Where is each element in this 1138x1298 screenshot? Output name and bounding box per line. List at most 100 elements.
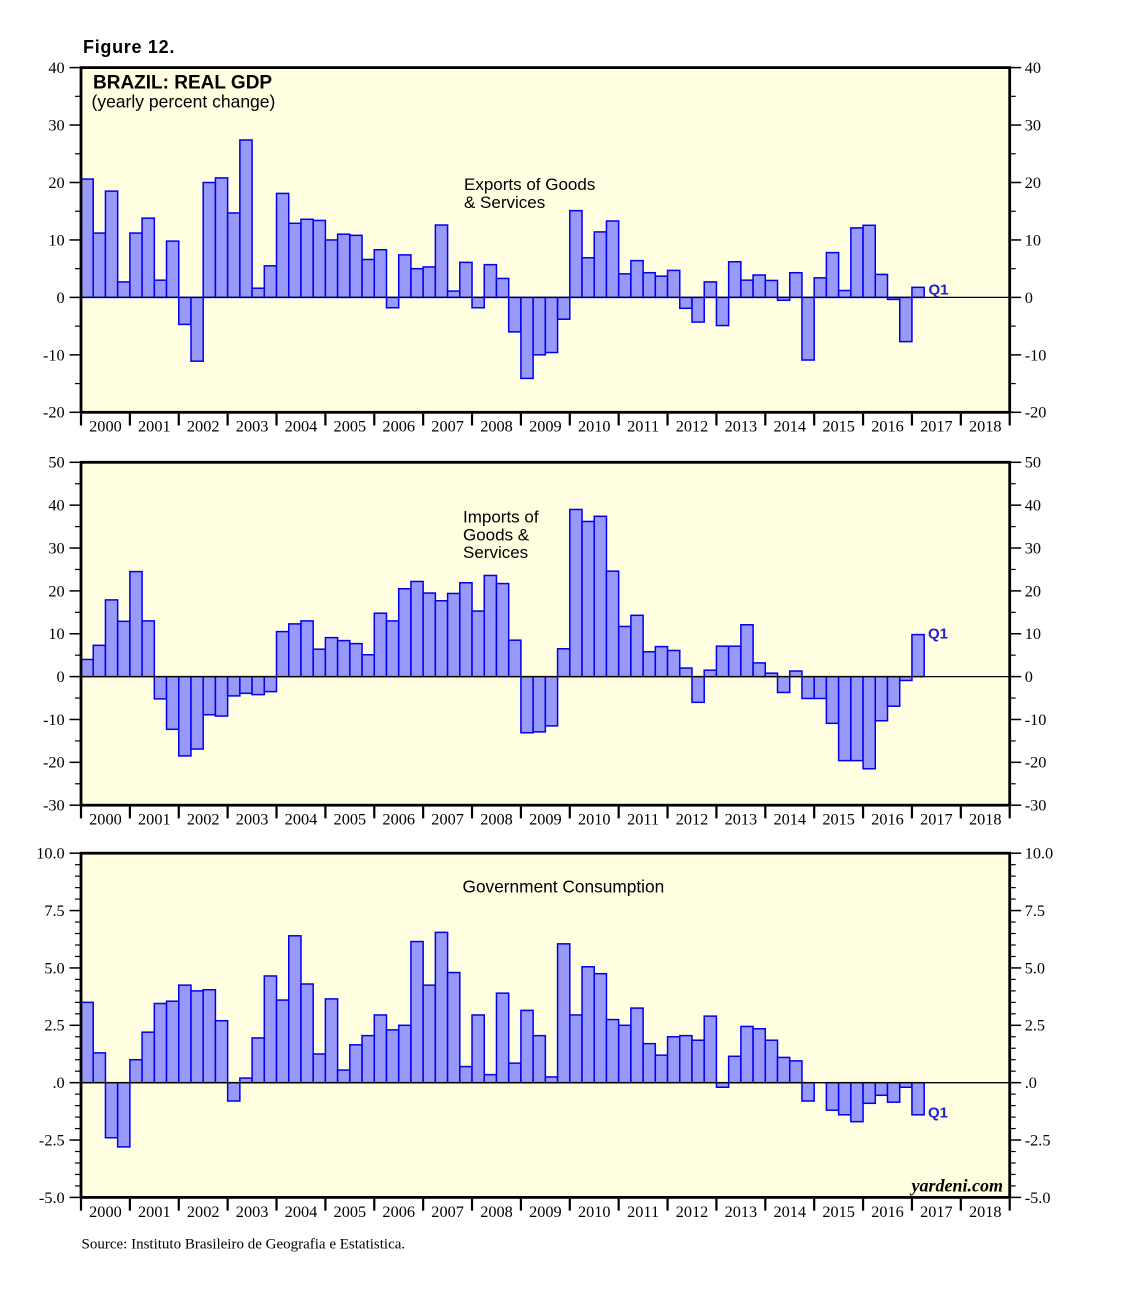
svg-text:BRAZIL: REAL GDP: BRAZIL: REAL GDP <box>93 72 272 93</box>
svg-text:2018: 2018 <box>969 417 1002 436</box>
svg-text:2003: 2003 <box>236 810 269 829</box>
svg-text:yardeni.com: yardeni.com <box>910 1176 1004 1196</box>
svg-text:2.5: 2.5 <box>1025 1016 1045 1035</box>
svg-text:0: 0 <box>1025 288 1033 307</box>
svg-text:2010: 2010 <box>578 810 611 829</box>
svg-text:30: 30 <box>48 115 64 134</box>
svg-text:2014: 2014 <box>773 1202 806 1221</box>
svg-text:40: 40 <box>1025 496 1041 515</box>
svg-text:10.0: 10.0 <box>1025 844 1054 863</box>
svg-text:2008: 2008 <box>480 1202 513 1221</box>
svg-text:(yearly percent change): (yearly percent change) <box>92 91 276 111</box>
svg-text:0: 0 <box>57 667 65 686</box>
svg-text:2007: 2007 <box>431 810 464 829</box>
svg-text:Q1: Q1 <box>928 1105 948 1122</box>
svg-text:2016: 2016 <box>871 417 904 436</box>
svg-text:-2.5: -2.5 <box>1025 1130 1051 1149</box>
svg-text:20: 20 <box>1025 581 1041 600</box>
svg-text:2007: 2007 <box>431 1202 464 1221</box>
svg-text:30: 30 <box>1025 538 1041 557</box>
svg-text:2017: 2017 <box>920 810 953 829</box>
svg-text:2001: 2001 <box>138 1202 171 1221</box>
svg-text:2007: 2007 <box>431 417 464 436</box>
svg-text:-30: -30 <box>43 796 65 815</box>
svg-text:2018: 2018 <box>969 810 1002 829</box>
svg-text:5.0: 5.0 <box>44 958 64 977</box>
svg-text:-20: -20 <box>43 403 65 422</box>
svg-text:2012: 2012 <box>676 810 709 829</box>
svg-text:Imports of: Imports of <box>463 508 539 527</box>
svg-text:2011: 2011 <box>627 1202 659 1221</box>
svg-text:.0: .0 <box>52 1073 64 1092</box>
svg-text:2004: 2004 <box>285 417 318 436</box>
svg-text:20: 20 <box>48 173 64 192</box>
svg-text:2013: 2013 <box>725 417 758 436</box>
svg-text:Q1: Q1 <box>929 281 949 298</box>
svg-text:2006: 2006 <box>382 1202 415 1221</box>
svg-text:-20: -20 <box>1025 753 1047 772</box>
svg-text:2018: 2018 <box>969 1202 1002 1221</box>
svg-text:2000: 2000 <box>89 810 122 829</box>
svg-text:2014: 2014 <box>773 417 806 436</box>
svg-text:10: 10 <box>48 624 64 643</box>
svg-text:2008: 2008 <box>480 810 513 829</box>
svg-text:-20: -20 <box>43 753 65 772</box>
svg-text:2014: 2014 <box>773 810 806 829</box>
svg-text:40: 40 <box>48 58 64 77</box>
svg-text:2015: 2015 <box>822 810 855 829</box>
svg-text:-5.0: -5.0 <box>1025 1188 1051 1207</box>
svg-text:10: 10 <box>1025 230 1041 249</box>
svg-text:2016: 2016 <box>871 1202 904 1221</box>
svg-text:2009: 2009 <box>529 417 562 436</box>
svg-text:Q1: Q1 <box>928 625 948 642</box>
svg-text:2010: 2010 <box>578 417 611 436</box>
svg-text:2006: 2006 <box>382 810 415 829</box>
svg-text:2004: 2004 <box>285 810 318 829</box>
svg-text:2002: 2002 <box>187 417 220 436</box>
svg-text:-10: -10 <box>43 710 65 729</box>
svg-text:& Services: & Services <box>464 193 545 212</box>
svg-text:2006: 2006 <box>382 417 415 436</box>
svg-text:2002: 2002 <box>187 810 220 829</box>
svg-text:2.5: 2.5 <box>44 1016 64 1035</box>
svg-text:10: 10 <box>48 230 64 249</box>
svg-text:2016: 2016 <box>871 810 904 829</box>
svg-text:40: 40 <box>1025 58 1041 77</box>
svg-text:2004: 2004 <box>285 1202 318 1221</box>
svg-text:20: 20 <box>1025 173 1041 192</box>
svg-text:.0: .0 <box>1025 1073 1037 1092</box>
svg-text:Services: Services <box>463 543 528 562</box>
svg-text:-10: -10 <box>1025 345 1047 364</box>
svg-text:2015: 2015 <box>822 417 855 436</box>
svg-text:2017: 2017 <box>920 417 953 436</box>
svg-text:0: 0 <box>57 288 65 307</box>
svg-text:2012: 2012 <box>676 417 709 436</box>
svg-text:2005: 2005 <box>334 810 367 829</box>
svg-text:2011: 2011 <box>627 810 659 829</box>
svg-text:2000: 2000 <box>89 417 122 436</box>
svg-text:10: 10 <box>1025 624 1041 643</box>
svg-text:2005: 2005 <box>334 417 367 436</box>
svg-text:10.0: 10.0 <box>36 844 65 863</box>
svg-text:2001: 2001 <box>138 417 171 436</box>
svg-text:-30: -30 <box>1025 796 1047 815</box>
svg-text:2000: 2000 <box>89 1202 122 1221</box>
svg-text:2001: 2001 <box>138 810 171 829</box>
svg-text:2003: 2003 <box>236 417 269 436</box>
svg-text:Figure 12.: Figure 12. <box>83 37 175 57</box>
svg-text:2005: 2005 <box>334 1202 367 1221</box>
svg-text:30: 30 <box>48 538 64 557</box>
svg-text:Source: Instituto Brasileiro d: Source: Instituto Brasileiro de Geografi… <box>82 1237 406 1253</box>
svg-text:7.5: 7.5 <box>44 901 64 920</box>
svg-text:Exports of Goods: Exports of Goods <box>464 175 595 194</box>
svg-text:-10: -10 <box>43 345 65 364</box>
svg-text:5.0: 5.0 <box>1025 958 1045 977</box>
svg-text:-5.0: -5.0 <box>39 1188 65 1207</box>
svg-text:40: 40 <box>48 496 64 515</box>
svg-text:-2.5: -2.5 <box>39 1130 65 1149</box>
svg-text:0: 0 <box>1025 667 1033 686</box>
svg-text:2010: 2010 <box>578 1202 611 1221</box>
svg-text:2017: 2017 <box>920 1202 953 1221</box>
svg-text:-10: -10 <box>1025 710 1047 729</box>
svg-text:2002: 2002 <box>187 1202 220 1221</box>
